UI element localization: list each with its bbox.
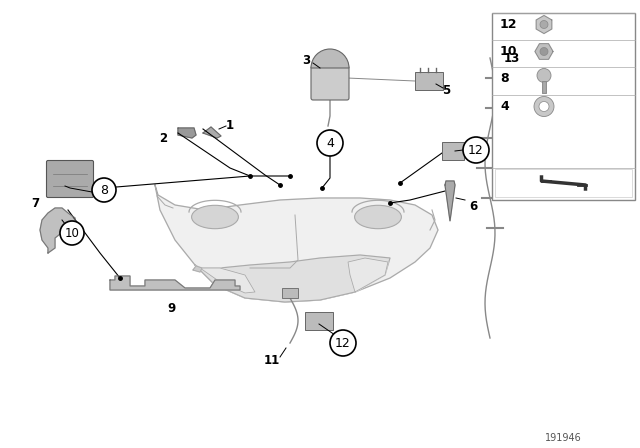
Text: 7: 7 [31, 197, 39, 210]
Circle shape [92, 178, 116, 202]
Text: 3: 3 [302, 53, 310, 66]
Text: 13: 13 [504, 52, 520, 65]
Ellipse shape [191, 205, 239, 228]
Polygon shape [193, 266, 202, 272]
Ellipse shape [355, 205, 401, 228]
Bar [492, 13, 635, 200]
Text: 4: 4 [326, 137, 334, 150]
Text: 6: 6 [469, 199, 477, 212]
Circle shape [463, 137, 489, 163]
Text: 12: 12 [500, 18, 518, 31]
Bar [282, 288, 298, 298]
Circle shape [540, 21, 548, 29]
Polygon shape [203, 127, 221, 138]
Text: 191946: 191946 [545, 433, 582, 443]
Text: 10: 10 [65, 227, 79, 240]
Polygon shape [195, 255, 390, 302]
Text: 5: 5 [442, 83, 450, 96]
Circle shape [60, 221, 84, 245]
FancyBboxPatch shape [47, 160, 93, 198]
Polygon shape [200, 268, 255, 293]
Text: 12: 12 [335, 336, 351, 349]
Polygon shape [535, 44, 553, 59]
Polygon shape [155, 185, 438, 302]
FancyBboxPatch shape [311, 66, 349, 100]
Text: 11: 11 [264, 353, 280, 366]
Text: 9: 9 [168, 302, 176, 314]
Circle shape [317, 130, 343, 156]
Circle shape [534, 96, 554, 116]
Text: 2: 2 [159, 132, 167, 145]
Polygon shape [110, 276, 240, 290]
Text: 4: 4 [500, 100, 509, 113]
Text: 8: 8 [100, 184, 108, 197]
Wedge shape [311, 49, 349, 68]
Text: 10: 10 [500, 45, 518, 58]
Bar [415, 72, 443, 90]
Polygon shape [445, 181, 455, 221]
Bar [442, 142, 464, 160]
Circle shape [330, 330, 356, 356]
Circle shape [540, 47, 548, 56]
Polygon shape [536, 16, 552, 34]
Text: 8: 8 [500, 72, 509, 85]
Polygon shape [40, 208, 75, 253]
Circle shape [539, 102, 549, 112]
Bar [495, 169, 632, 197]
Polygon shape [348, 258, 388, 292]
Bar [305, 312, 333, 330]
Polygon shape [178, 128, 196, 138]
Text: 1: 1 [226, 119, 234, 132]
Circle shape [537, 69, 551, 82]
Text: 12: 12 [468, 143, 484, 156]
